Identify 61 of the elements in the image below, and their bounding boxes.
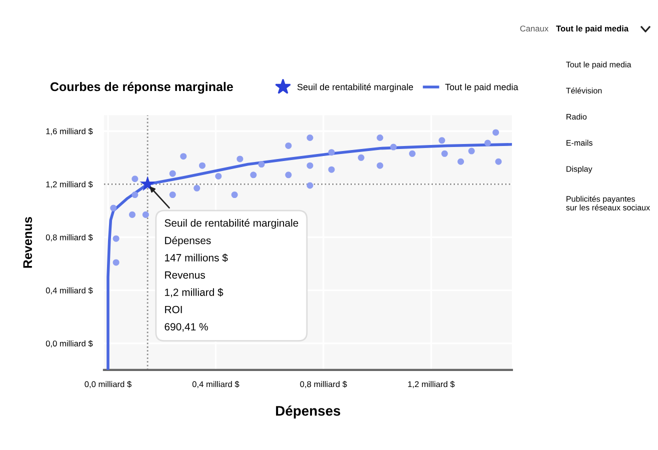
point <box>285 172 292 178</box>
x-tick-label: 0,0 milliard $ <box>84 380 132 388</box>
point <box>484 140 491 146</box>
annotation: Seuil de rentabilité marginale Dépenses 147 millions $ Revenus 1,2 milliard $ ROI 690,41 % <box>164 218 298 332</box>
point <box>328 149 335 156</box>
point <box>128 211 136 218</box>
y-tick-label: 0,4 milliard $ <box>46 287 93 294</box>
text: Télévision <box>566 88 602 94</box>
x-tick-label: 0,4 milliard $ <box>192 380 240 388</box>
x-tick-label: 1,2 milliard $ <box>408 380 455 388</box>
chart-title: Courbes de réponse marginale <box>50 82 233 94</box>
point <box>495 158 502 165</box>
text: Tout le paid media <box>566 61 632 70</box>
point <box>132 176 138 182</box>
point <box>409 150 416 157</box>
point <box>306 162 314 169</box>
text: E-mails <box>566 140 592 146</box>
legend-label: Seuil de rentabilité marginale <box>297 83 414 92</box>
point <box>250 172 257 178</box>
point <box>438 137 446 144</box>
point <box>390 144 397 150</box>
point <box>328 166 335 173</box>
text: Canaux <box>520 26 548 32</box>
y-tick-label: 1,2 milliard $ <box>46 181 93 188</box>
point <box>492 129 500 136</box>
point <box>169 192 176 198</box>
point <box>180 153 187 160</box>
text: Tout le paid media <box>556 25 629 34</box>
point <box>198 162 206 169</box>
point <box>236 156 244 162</box>
point <box>112 259 120 266</box>
point <box>110 204 117 212</box>
point <box>458 158 464 165</box>
point <box>142 211 149 218</box>
y-tick-label: 1,6 milliard $ <box>46 128 93 136</box>
point <box>112 235 120 242</box>
point <box>285 142 292 149</box>
point <box>306 182 314 189</box>
y-axis-title: Revenus <box>23 217 32 268</box>
point <box>194 184 200 192</box>
point <box>441 150 448 157</box>
point <box>376 134 384 142</box>
text: Radio <box>566 114 587 120</box>
text: Publicités payantes sur les réseaux sociaux <box>566 196 650 210</box>
y-tick-label: 0,0 milliard $ <box>46 340 93 348</box>
y-tick-label: 0,8 milliard $ <box>46 234 93 242</box>
point <box>140 176 156 191</box>
point <box>306 134 314 142</box>
point <box>376 162 384 169</box>
x-tick-label: 0,8 milliard $ <box>300 380 347 388</box>
text: Display <box>566 166 592 174</box>
line-series <box>106 142 512 370</box>
point <box>169 170 176 177</box>
x-axis-title: Dépenses <box>276 405 340 419</box>
point <box>468 148 475 154</box>
point <box>132 192 138 198</box>
legend-label: Tout le paid media <box>445 84 518 92</box>
point <box>215 172 222 180</box>
point <box>358 154 364 161</box>
point <box>231 192 238 198</box>
point <box>258 161 265 168</box>
